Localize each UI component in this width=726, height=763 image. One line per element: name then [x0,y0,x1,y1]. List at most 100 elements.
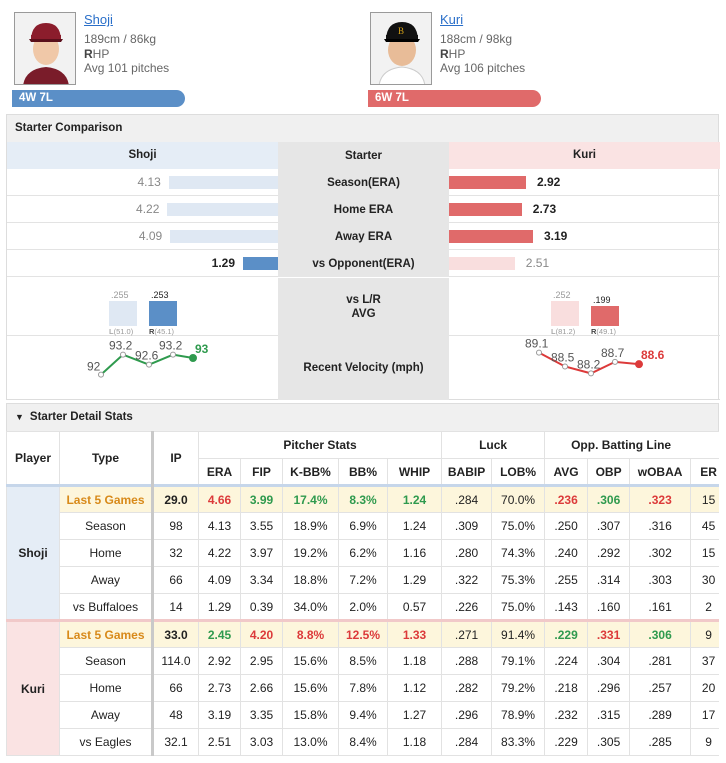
stat-cell: 79.1% [491,647,546,675]
stat-cell: .255 [544,566,589,594]
comparison-right-value: 2.51 [525,256,550,270]
away-player-photo[interactable] [14,12,76,85]
stat-cell: 3.97 [240,539,283,567]
stat-cell: .323 [629,484,692,513]
lr-left-r-bar [149,300,177,326]
player-name-cell: Shoji [6,484,60,621]
stat-cell: .331 [587,619,631,648]
th-whip: WHIP [386,458,443,486]
collapse-triangle-icon[interactable]: ▼ [15,412,24,422]
type-cell: Home [59,674,154,702]
type-cell: Last 5 Games [59,484,154,513]
velocity-row: Recent Velocity (mph) 92 93.2 92.6 93.2 93 8… [7,336,720,400]
home-player-info: 188cm / 98kg RHP Avg 106 pitches [440,32,525,76]
type-cell: Season [59,512,154,540]
comparison-row-label: Home ERA [278,196,449,223]
stat-cell: 12.5% [338,619,388,648]
comparison-right-bar [449,176,526,189]
lr-left-l-bar [109,300,137,326]
velocity-point [170,351,176,358]
stat-cell: .160 [587,593,631,621]
velocity-point [146,361,152,368]
stat-cell: 6.9% [338,512,388,540]
stat-cell: 75.0% [491,593,546,621]
player-photo-image [15,13,75,84]
stat-cell: 3.99 [240,484,283,513]
home-player-photo[interactable]: B [370,12,432,85]
stat-cell: 79.2% [491,674,546,702]
th-fip: FIP [240,458,283,486]
stat-cell: 3.55 [240,512,283,540]
away-avg-pitches: Avg 101 pitches [84,61,170,75]
comparison-right-bar [449,203,522,216]
top-link-fragment: ⌐ · [636,0,696,4]
stat-cell: 1.16 [386,539,443,567]
stat-cell: 74.3% [491,539,546,567]
lr-ip-label: (49.1) [596,327,617,336]
stat-cell: .305 [587,728,631,756]
stat-cell: 2.66 [240,674,283,702]
type-cell: Away [59,566,154,594]
stat-cell: 0.39 [240,593,283,621]
th-lob: LOB% [491,458,546,486]
lr-row: vs L/R AVG .255 L(51.0) .253 R(45.1) .252 L(… [7,278,720,336]
comparison-left-value: 4.22 [136,202,160,216]
comparison-left-bar [170,230,278,243]
stat-cell: 7.2% [338,566,388,594]
velocity-point [189,354,197,362]
stat-cell: 75.0% [491,512,546,540]
home-hand: RHP [440,46,466,61]
stat-cell: 6.2% [338,539,388,567]
velocity-left-chart: 92 93.292.693.2 93 [87,339,209,378]
stat-cell: .314 [587,566,631,594]
th-ip: IP [152,431,199,486]
stat-cell: 4.66 [198,484,241,513]
velocity-label: 92.6 [135,349,159,363]
stat-cell: 1.29 [386,566,443,594]
table-row: Shoji Last 5 Games 29.0 4.66 3.99 17.4% 8.3% 1.… [6,484,719,621]
comparison-header-mid: Starter [278,142,449,169]
stat-cell: 2.95 [240,647,283,675]
stat-cell: .303 [629,566,692,594]
stat-cell: .236 [544,484,589,513]
table-row: vs Buffaloes 14 1.29 0.39 34.0% 2.0% 0.57.226 7… [7,593,719,621]
stat-cell: .302 [629,539,692,567]
stat-cell: 1.18 [386,728,443,756]
lr-ip-label: (81.2) [555,327,576,336]
th-bb: BB% [338,458,388,486]
comparison-right-value: 2.92 [537,175,561,189]
stat-cell: .306 [629,619,692,648]
comparison-left-value: 4.09 [138,229,163,243]
stat-cell: 7.8% [338,674,388,702]
velocity-right-chart: 89.188.5 88.288.7 88.6 [525,337,665,377]
lr-hand-label: R [149,327,155,336]
stat-cell: 32.1 [152,728,199,756]
stat-cell: 98 [152,512,199,540]
away-player-name[interactable]: Shoji [84,12,113,27]
detail-table-wrap[interactable]: Player Type IP Pitcher Stats Luck Opp. B… [6,431,719,763]
stat-cell: 9.4% [338,701,388,729]
detail-stats-title[interactable]: ▼ Starter Detail Stats [6,403,719,432]
th-obp: OBP [587,458,631,486]
stat-cell: .143 [544,593,589,621]
velocity-point [562,363,568,370]
lr-hand-label: L [109,327,114,336]
velocity-label: 88.6 [641,348,665,362]
stat-cell: .292 [587,539,631,567]
comparison-row-label: Season(ERA) [278,169,449,196]
stat-cell: .307 [587,512,631,540]
stat-cell: 19.2% [282,539,339,567]
th-avg: AVG [544,458,589,486]
table-row: Kuri Last 5 Games 33.0 2.45 4.20 8.8% 12.5% 1.3… [6,619,719,756]
stat-cell: 91.4% [491,619,546,648]
stat-cell: 1.33 [386,619,443,648]
stat-cell: .309 [441,512,493,540]
table-row: Away 48 3.19 3.35 15.8% 9.4% 1.27.296 78.9% .232… [7,701,719,729]
comparison-panel: Shoji Starter Kuri Season(ERA) 4.13 2.92 Ho… [6,142,720,400]
stat-cell: 1.27 [386,701,443,729]
comparison-left-bar [168,176,278,189]
comparison-row: vs Opponent(ERA) 1.29 2.51 [7,250,720,277]
stat-cell: 66 [152,566,199,594]
home-player-name[interactable]: Kuri [440,12,464,27]
lr-right-l-value: .252 [553,289,571,300]
